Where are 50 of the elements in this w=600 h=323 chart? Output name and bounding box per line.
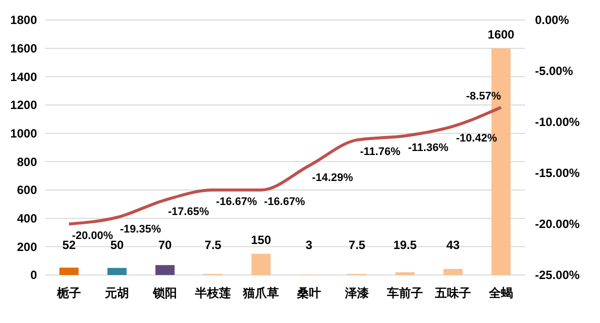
y-tick-label: 1200 <box>10 98 38 112</box>
data-label: -17.65% <box>168 206 210 218</box>
data-label: 150 <box>250 232 272 247</box>
x-tick-label: 锁阳 <box>152 286 177 300</box>
data-label: -11.36% <box>408 142 449 154</box>
data-label: -10.42% <box>456 132 498 144</box>
data-label: -16.67% <box>216 196 258 208</box>
x-tick-label: 全蝎 <box>488 286 513 300</box>
data-label: 7.5 <box>348 238 366 252</box>
y2-tick-label: -15.00% <box>535 166 580 180</box>
data-label: -8.57% <box>466 90 502 102</box>
y-tick-label: 600 <box>16 183 38 198</box>
y-tick-label: 200 <box>16 240 38 254</box>
x-tick-label: 猫爪草 <box>242 286 279 300</box>
y2-tick-label: 0.00% <box>535 13 570 28</box>
y-tick-label: 400 <box>16 212 38 226</box>
data-label: 43 <box>446 238 460 252</box>
bar <box>155 265 175 275</box>
data-label: -11.76% <box>360 146 401 158</box>
bar <box>59 268 79 275</box>
data-label: 19.5 <box>393 238 417 252</box>
bar <box>443 268 463 275</box>
y-tick-label: 1800 <box>10 13 38 28</box>
y-tick-label: 1600 <box>10 42 38 56</box>
x-tick-label: 泽漆 <box>344 286 370 300</box>
x-tick-label: 桑叶 <box>296 286 321 300</box>
x-tick-label: 栀子 <box>56 286 81 300</box>
line-series <box>68 106 502 226</box>
y2-tick-label: -10.00% <box>535 115 580 130</box>
data-label: 1600 <box>488 27 515 42</box>
x-tick-label: 元胡 <box>104 286 129 300</box>
y-tick-label: 1000 <box>10 126 38 141</box>
y-tick-label: 800 <box>16 154 38 169</box>
data-label: 3 <box>306 238 313 252</box>
data-label: 70 <box>158 238 172 252</box>
y2-tick-label: -20.00% <box>535 217 580 232</box>
x-tick-label: 半枝莲 <box>194 286 231 300</box>
bar <box>395 272 415 275</box>
x-tick-label: 车前子 <box>386 286 423 300</box>
data-label: -14.29% <box>312 172 354 184</box>
y2-tick-label: -25.00% <box>535 268 580 282</box>
bar <box>251 254 271 275</box>
x-tick-label: 五味子 <box>434 286 471 300</box>
data-label: 7.5 <box>204 238 222 252</box>
data-label: -16.67% <box>264 196 306 208</box>
y-tick-label: 0 <box>30 268 38 282</box>
bar <box>107 268 127 275</box>
y2-tick-label: -5.00% <box>535 64 574 78</box>
y-tick-label: 1400 <box>10 70 38 84</box>
data-label: -19.35% <box>120 223 162 236</box>
